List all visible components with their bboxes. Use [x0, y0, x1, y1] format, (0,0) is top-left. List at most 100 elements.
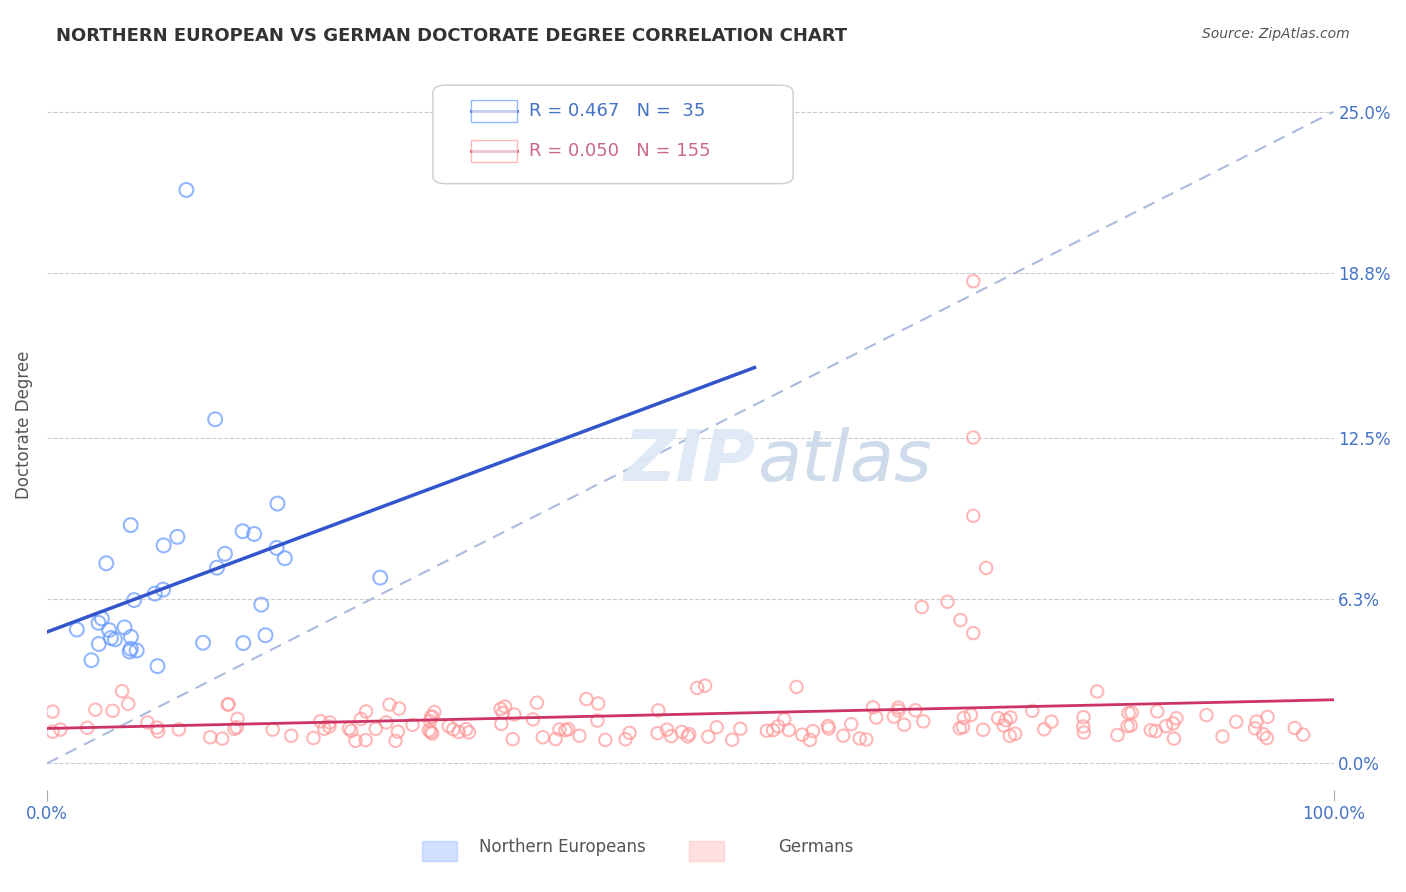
Point	[1253, 727, 1275, 741]
Point	[904, 703, 927, 717]
Point	[49, 723, 72, 737]
Point	[792, 728, 814, 742]
Text: Germans: Germans	[778, 838, 853, 856]
Point	[586, 714, 609, 728]
Point	[146, 724, 169, 739]
Point	[848, 731, 870, 746]
Point	[1146, 704, 1168, 718]
Point	[1166, 711, 1188, 725]
Point	[974, 561, 997, 575]
Point	[817, 722, 839, 736]
Point	[420, 710, 443, 724]
Point	[111, 684, 134, 698]
Point	[655, 723, 678, 737]
Point	[491, 716, 513, 731]
Point	[952, 720, 974, 734]
Point	[211, 731, 233, 746]
Point	[721, 732, 744, 747]
Point	[314, 722, 336, 736]
Point	[1119, 718, 1142, 732]
Point	[66, 623, 89, 637]
Text: atlas: atlas	[758, 426, 932, 496]
Point	[998, 729, 1021, 743]
Point	[368, 571, 391, 585]
Point	[697, 730, 720, 744]
Point	[167, 723, 190, 737]
Point	[318, 720, 340, 734]
Point	[912, 714, 935, 729]
Point	[364, 722, 387, 736]
Point	[887, 700, 910, 714]
Point	[1071, 719, 1094, 733]
Point	[387, 724, 409, 739]
Point	[548, 723, 571, 737]
Point	[671, 725, 693, 739]
Point	[972, 723, 994, 737]
Point	[987, 711, 1010, 725]
Text: NORTHERN EUROPEAN VS GERMAN DOCTORATE DEGREE CORRELATION CHART: NORTHERN EUROPEAN VS GERMAN DOCTORATE DE…	[56, 27, 848, 45]
Point	[250, 598, 273, 612]
Point	[418, 723, 440, 738]
Point	[280, 729, 302, 743]
Point	[799, 733, 821, 747]
Point	[862, 700, 884, 714]
Point	[1107, 728, 1129, 742]
Point	[1140, 723, 1163, 738]
Point	[456, 722, 478, 736]
Point	[80, 653, 103, 667]
Point	[309, 714, 332, 729]
Point	[120, 630, 142, 644]
Point	[855, 732, 877, 747]
Point	[101, 704, 124, 718]
Point	[554, 723, 576, 738]
Point	[100, 631, 122, 645]
Point	[437, 719, 460, 733]
Point	[423, 705, 446, 719]
Point	[104, 632, 127, 647]
Point	[419, 724, 441, 739]
Y-axis label: Doctorate Degree: Doctorate Degree	[15, 351, 32, 499]
Point	[949, 721, 972, 735]
Point	[354, 705, 377, 719]
Point	[706, 720, 728, 734]
Point	[254, 628, 277, 642]
Point	[994, 713, 1017, 727]
Point	[1033, 723, 1056, 737]
Point	[146, 659, 169, 673]
Point	[773, 713, 796, 727]
Point	[817, 719, 839, 733]
Point	[659, 729, 682, 743]
Point	[422, 709, 444, 723]
Point	[1246, 714, 1268, 729]
Point	[693, 679, 716, 693]
Point	[125, 643, 148, 657]
Text: R = 0.467   N =  35: R = 0.467 N = 35	[530, 102, 706, 120]
Point	[122, 593, 145, 607]
Point	[786, 680, 808, 694]
Point	[1118, 706, 1140, 720]
Point	[865, 710, 887, 724]
Point	[936, 595, 959, 609]
Point	[647, 726, 669, 740]
Point	[1256, 731, 1278, 746]
Point	[375, 715, 398, 730]
Point	[243, 527, 266, 541]
Point	[893, 717, 915, 731]
Point	[384, 734, 406, 748]
Point	[340, 723, 363, 738]
Point	[962, 431, 984, 445]
Point	[614, 732, 637, 747]
Point	[494, 699, 516, 714]
Point	[832, 729, 855, 743]
Point	[354, 733, 377, 747]
Point	[960, 708, 983, 723]
Point	[1073, 710, 1095, 724]
Point	[441, 723, 464, 737]
Point	[953, 711, 976, 725]
Point	[266, 541, 288, 555]
Point	[1116, 719, 1139, 733]
Point	[883, 709, 905, 723]
Point	[962, 508, 984, 523]
Point	[136, 715, 159, 730]
Point	[98, 623, 121, 637]
